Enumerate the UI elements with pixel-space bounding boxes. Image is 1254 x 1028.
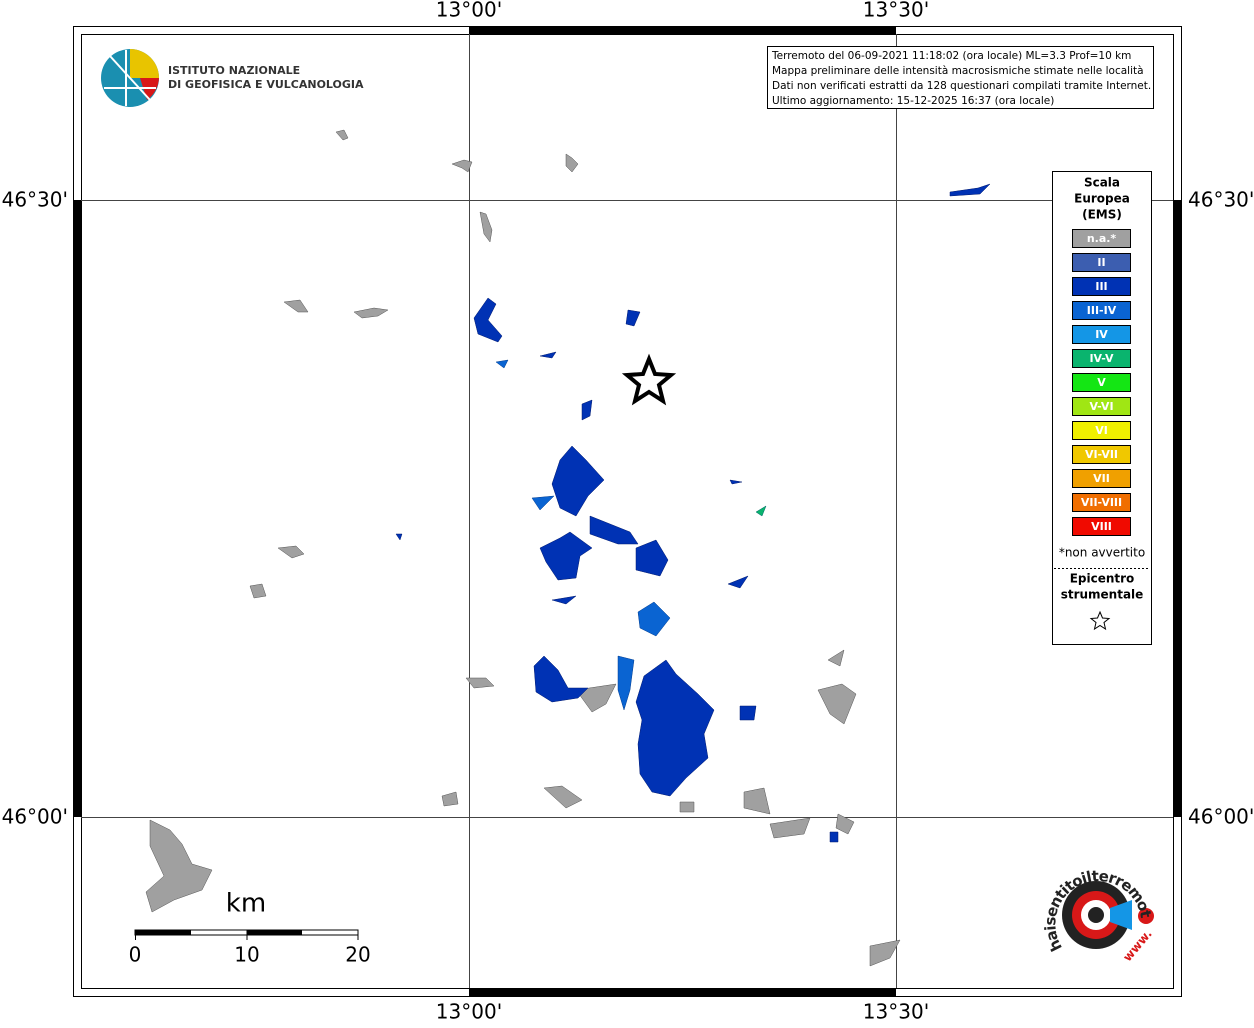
lon-label: 13°00' <box>436 1000 502 1024</box>
legend-swatch <box>1072 397 1131 416</box>
info-line: Ultimo aggiornamento: 15-12-2025 16:37 (… <box>772 95 1054 107</box>
legend-note: *non avvertito <box>1059 546 1145 560</box>
info-line: Terremoto del 06-09-2021 11:18:02 (ora l… <box>771 50 1131 62</box>
legend-swatch <box>1072 301 1131 320</box>
scale-unit: km <box>226 889 266 919</box>
graticule <box>81 34 1173 988</box>
scale-tick-label: 10 <box>234 943 259 967</box>
frame-bar <box>1173 200 1181 817</box>
legend-label: III-IV <box>1087 304 1117 317</box>
legend-label: IV <box>1095 328 1108 341</box>
legend-swatch <box>1072 517 1131 536</box>
legend-label: VI-VII <box>1085 448 1118 461</box>
ingv-logo: ISTITUTO NAZIONALE DI GEOFISICA E VULCAN… <box>101 49 364 107</box>
legend-swatch <box>1072 277 1131 296</box>
legend-swatch <box>1072 493 1131 512</box>
legend-swatch <box>1072 325 1131 344</box>
legend-epicenter: strumentale <box>1061 588 1144 602</box>
legend-swatch <box>1072 349 1131 368</box>
lon-label: 13°30' <box>863 1000 929 1024</box>
legend-swatch <box>1072 373 1131 392</box>
legend-star <box>1089 610 1111 631</box>
lon-label: 13°00' <box>436 0 502 22</box>
legend-label: VIII <box>1091 520 1112 533</box>
legend-label: IV-V <box>1089 352 1114 365</box>
legend-swatch <box>1072 445 1131 464</box>
legend-title: Europea <box>1074 192 1130 206</box>
frame-bar <box>73 200 81 817</box>
legend-label: VI <box>1095 424 1108 437</box>
legend-label: VII <box>1093 472 1110 485</box>
info-line: Dati non verificati estratti da 128 ques… <box>772 80 1151 92</box>
legend-title: (EMS) <box>1082 208 1122 222</box>
legend-label: V-VI <box>1089 400 1113 413</box>
legend-swatch <box>1072 229 1131 248</box>
lon-label: 13°30' <box>863 0 929 22</box>
info-line: Mappa preliminare delle intensità macros… <box>772 65 1144 77</box>
scale-bar: km 0 10 20 <box>129 889 371 967</box>
legend-label: VII-VIII <box>1081 496 1122 509</box>
scale-tick-label: 0 <box>129 943 142 967</box>
epicenter <box>621 353 677 406</box>
legend-swatch <box>1072 421 1131 440</box>
municipalities <box>145 129 991 967</box>
legend-epicenter: Epicentro <box>1070 572 1135 586</box>
legend-swatch <box>1072 469 1131 488</box>
legend-swatch <box>1072 253 1131 272</box>
legend-title: Scala <box>1084 176 1120 190</box>
legend-label: III <box>1095 280 1107 293</box>
logo-text: ISTITUTO NAZIONALE <box>168 64 300 77</box>
lat-label: 46°00' <box>1188 805 1254 829</box>
logo-text: DI GEOFISICA E VULCANOLOGIA <box>168 78 364 91</box>
info-box: Terremoto del 06-09-2021 11:18:02 (ora l… <box>767 46 1154 109</box>
scale-tick-label: 20 <box>345 943 370 967</box>
legend-label: n.a.* <box>1087 232 1117 245</box>
frame-bar <box>469 988 896 996</box>
legend-label: II <box>1097 256 1105 269</box>
frame-bar <box>469 26 896 34</box>
legend-label: V <box>1097 376 1106 389</box>
lat-label: 46°30' <box>1188 188 1254 212</box>
legend: Scala Europea (EMS) *non avvertito Epice… <box>1052 171 1152 645</box>
lat-label: 46°00' <box>2 805 68 829</box>
lat-label: 46°30' <box>2 188 68 212</box>
